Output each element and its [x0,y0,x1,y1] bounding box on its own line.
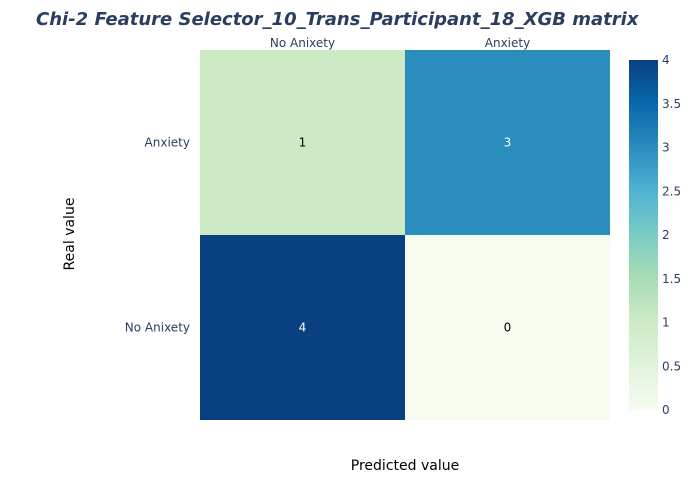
heatmap-cell [200,235,405,420]
heatmap-cells [200,50,610,420]
y-axis-title: Real value [62,198,78,271]
heatmap-cell [405,235,610,420]
cell-value-label: 4 [299,321,307,335]
cell-value-label: 3 [504,136,512,150]
y-tick-label: No Anixety [125,321,190,335]
y-axis-ticks: Anxiety No Anixety [125,136,190,335]
colorbar [629,60,658,410]
colorbar-tick-label: 2.5 [662,184,681,198]
colorbar-tick-label: 3.5 [662,97,681,111]
colorbar-tick-label: 3 [662,141,670,155]
cell-value-label: 0 [504,321,512,335]
colorbar-tick-label: 0 [662,403,670,417]
y-tick-label: Anxiety [145,136,190,150]
x-tick-label: No Anixety [270,36,335,50]
colorbar-tick-label: 2 [662,228,670,242]
heatmap-cell [405,50,610,235]
colorbar-ticks: 0 0.5 1 1.5 2 2.5 3 3.5 4 [662,53,681,417]
cell-value-label: 1 [299,136,307,150]
x-axis-ticks: No Anixety Anxiety [270,36,530,50]
x-axis-title: Predicted value [351,458,459,474]
colorbar-tick-label: 4 [662,53,670,67]
colorbar-tick-label: 1 [662,316,670,330]
x-tick-label: Anxiety [485,36,530,50]
heatmap-cell [200,50,405,235]
chart-title: Chi-2 Feature Selector_10_Trans_Particip… [36,9,640,30]
colorbar-tick-label: 0.5 [662,359,681,373]
colorbar-tick-label: 1.5 [662,272,681,286]
heatmap-cell-labels: 1 3 4 0 [299,136,512,335]
